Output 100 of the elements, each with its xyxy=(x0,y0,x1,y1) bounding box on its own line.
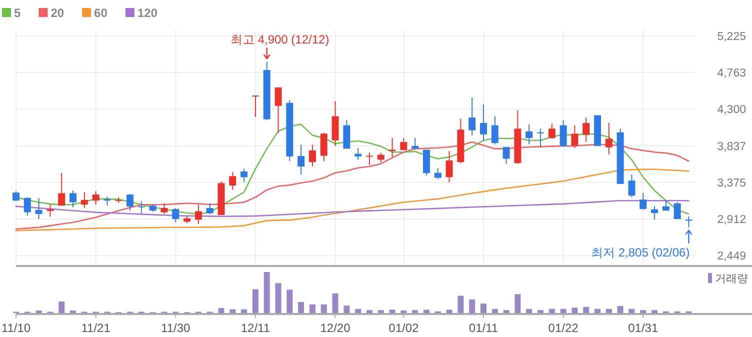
candlestick xyxy=(343,120,350,150)
bar xyxy=(446,310,452,313)
bar xyxy=(286,290,293,313)
bar xyxy=(230,309,236,313)
candlestick xyxy=(240,168,248,183)
bar xyxy=(344,306,350,313)
bar xyxy=(58,302,65,313)
bar xyxy=(389,310,396,313)
candlestick xyxy=(674,202,681,220)
x-tick-label: 12/20 xyxy=(320,321,351,335)
bar xyxy=(538,310,544,313)
candlestick xyxy=(70,190,77,208)
candlestick xyxy=(560,120,567,148)
candlestick xyxy=(480,104,487,142)
candlestick xyxy=(571,124,578,149)
candlestick xyxy=(651,206,658,220)
y-tick-label: 3,375 xyxy=(717,177,746,190)
candlestick xyxy=(104,196,111,206)
bar xyxy=(332,293,338,313)
candlestick xyxy=(388,138,396,158)
legend-label: 5 xyxy=(14,6,21,20)
bar xyxy=(617,306,624,313)
x-tick-label: 11/10 xyxy=(1,321,31,335)
candlestick xyxy=(35,197,42,220)
candlestick xyxy=(502,146,510,164)
bar xyxy=(606,308,612,313)
x-tick-label: 01/31 xyxy=(628,321,658,335)
bar xyxy=(572,308,578,313)
candlestick xyxy=(582,117,590,142)
annotation: 최고 4,900 (12/12) xyxy=(230,32,330,47)
x-tick-label: 11/30 xyxy=(161,321,191,335)
candlestick xyxy=(366,152,373,166)
candlestick xyxy=(274,86,282,134)
bar xyxy=(252,289,258,313)
candlestick xyxy=(685,216,692,228)
annotation: 최저 2,805 (02/06) xyxy=(591,245,690,260)
bar xyxy=(320,304,327,313)
legend-label: 20 xyxy=(50,6,64,20)
candlestick xyxy=(537,128,544,148)
bar xyxy=(423,310,430,313)
bar xyxy=(640,310,646,313)
candlestick xyxy=(160,202,168,214)
bar xyxy=(594,308,601,313)
candlestick xyxy=(138,200,145,214)
x-tick-label: 01/02 xyxy=(388,321,420,335)
candlestick xyxy=(628,174,636,198)
candlestick xyxy=(377,152,384,163)
candlestick xyxy=(491,116,498,145)
x-tick-label: 12/11 xyxy=(240,321,270,335)
line-series xyxy=(15,168,690,232)
candlestick xyxy=(548,123,556,140)
candlestick xyxy=(194,204,202,225)
candlestick xyxy=(229,172,236,190)
bar xyxy=(652,310,658,313)
candlestick xyxy=(400,138,408,151)
candlestick xyxy=(526,124,533,145)
y-tick-label: 3,837 xyxy=(717,140,746,153)
candlestick xyxy=(172,207,180,223)
x-tick-label: 01/22 xyxy=(548,321,579,335)
candlestick xyxy=(320,132,328,162)
y-tick-label: 4,300 xyxy=(717,104,746,116)
candlestick xyxy=(252,95,259,118)
legend-label: 60 xyxy=(94,6,108,20)
bar xyxy=(298,302,304,313)
bar xyxy=(503,310,510,313)
bar xyxy=(264,272,270,313)
y-tick-label: 4,763 xyxy=(717,67,746,80)
y-tick-label: 5,225 xyxy=(717,30,746,43)
bar xyxy=(583,306,590,313)
bar xyxy=(492,308,498,313)
bar xyxy=(628,308,635,313)
candlestick xyxy=(308,144,316,167)
candlestick xyxy=(12,190,20,202)
candlestick xyxy=(422,149,430,176)
candlestick xyxy=(468,96,476,136)
bar xyxy=(469,299,476,313)
y-tick-label: 2,449 xyxy=(717,250,746,263)
bar xyxy=(378,310,384,313)
bar xyxy=(480,304,486,313)
bar xyxy=(548,308,555,313)
bar xyxy=(309,304,316,313)
candlestick xyxy=(58,172,66,206)
bar xyxy=(218,308,224,313)
bar xyxy=(275,283,282,313)
bar xyxy=(526,308,532,313)
candlestick xyxy=(24,196,31,216)
bar xyxy=(458,296,464,313)
candlestick xyxy=(412,138,419,150)
x-tick-label: 11/21 xyxy=(81,321,111,335)
bar xyxy=(241,309,248,313)
bar xyxy=(366,310,372,313)
legend-label: 거래량 xyxy=(715,273,748,285)
candlestick xyxy=(354,148,362,160)
x-tick-label: 01/11 xyxy=(468,321,498,335)
bar xyxy=(514,294,521,313)
bar xyxy=(560,308,566,313)
legend-label: 120 xyxy=(137,6,158,20)
bar xyxy=(355,308,362,313)
bar xyxy=(412,310,418,313)
y-tick-label: 2,912 xyxy=(717,214,746,226)
